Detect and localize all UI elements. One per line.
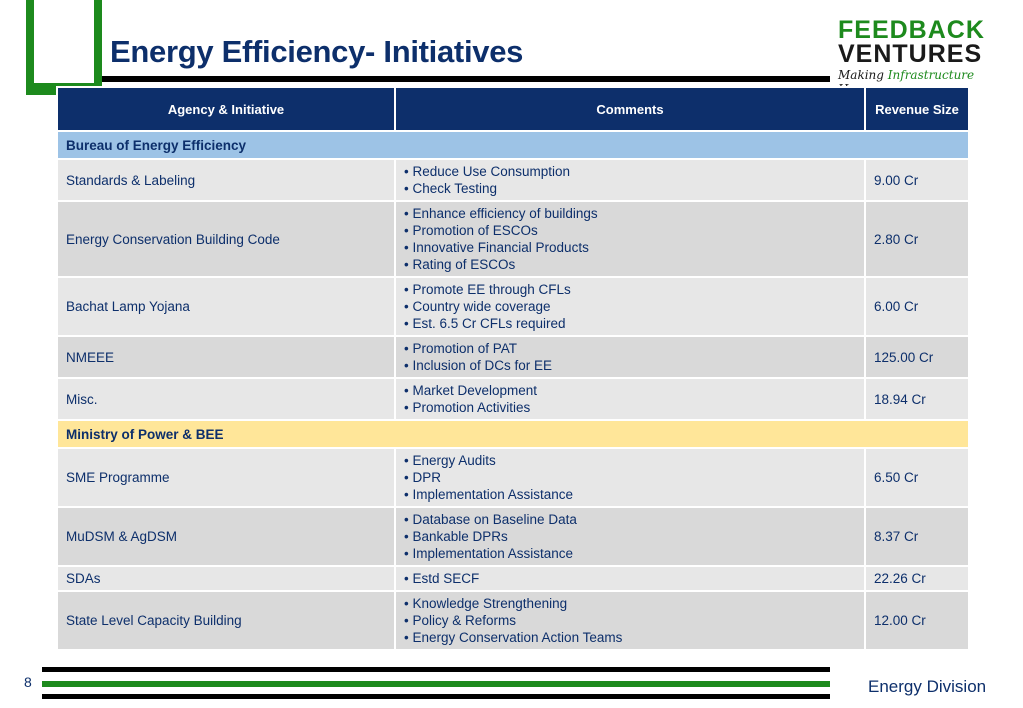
initiative-cell: Standards & Labeling: [56, 158, 396, 202]
comment-bullet: • Promotion Activities: [404, 400, 531, 415]
table-row: Bachat Lamp Yojana • Promote EE through C…: [56, 276, 970, 337]
comment-bullet: • Promotion of ESCOs: [404, 223, 538, 238]
tagline-part-1: Making: [838, 68, 888, 82]
comments-cell: • Enhance efficiency of buildings • Promo…: [394, 200, 866, 278]
footer-rule-green: [42, 681, 830, 687]
revenue-cell: 18.94 Cr: [864, 377, 970, 421]
initiative-cell: Energy Conservation Building Code: [56, 200, 396, 278]
logo-line-2-text: VENTURES: [838, 40, 983, 68]
initiative-cell: SME Programme: [56, 447, 396, 508]
section-row: Ministry of Power & BEE: [56, 419, 970, 449]
revenue-cell: 6.50 Cr: [864, 447, 970, 508]
corner-accent-inner: [34, 0, 94, 83]
table-row: NMEEE • Promotion of PAT • Inclusion of DC…: [56, 335, 970, 379]
comment-bullet: • Policy & Reforms: [404, 613, 517, 628]
comment-bullet: • Check Testing: [404, 181, 498, 196]
table-header-row: Agency & Initiative Comments Revenue Siz…: [56, 86, 970, 132]
footer-division-label: Energy Division: [868, 677, 987, 696]
logo-line-1: FEEDBACK: [838, 16, 1018, 44]
comment-bullet: • Innovative Financial Products: [404, 240, 589, 255]
table-body: Bureau of Energy Efficiency Standards & L…: [56, 130, 970, 651]
initiative-cell: SDAs: [56, 565, 396, 592]
comment-bullet: • Energy Conservation Action Teams: [404, 630, 623, 645]
comment-bullet: • DPR: [404, 470, 441, 485]
comment-bullet: • Implementation Assistance: [404, 546, 574, 561]
comment-bullet: • Energy Audits: [404, 453, 496, 468]
revenue-cell: 6.00 Cr: [864, 276, 970, 337]
comments-cell: • Database on Baseline Data • Bankable DP…: [394, 506, 866, 567]
comments-cell: • Energy Audits • DPR • Implementation Ass…: [394, 447, 866, 508]
revenue-cell: 125.00 Cr: [864, 335, 970, 379]
initiatives-table: Agency & Initiative Comments Revenue Siz…: [56, 86, 970, 651]
header-agency: Agency & Initiative: [56, 86, 396, 132]
revenue-cell: 2.80 Cr: [864, 200, 970, 278]
comment-bullet: • Est. 6.5 Cr CFLs required: [404, 316, 566, 331]
revenue-cell: 8.37 Cr: [864, 506, 970, 567]
initiative-cell: Bachat Lamp Yojana: [56, 276, 396, 337]
corner-accent-block: [26, 0, 102, 95]
comment-bullet: • Inclusion of DCs for EE: [404, 358, 553, 373]
table-row: Standards & Labeling • Reduce Use Consump…: [56, 158, 970, 202]
logo-line-2: VENTURES: [838, 40, 1018, 68]
footer-rule-black-top: [42, 667, 830, 672]
comments-cell: • Market Development • Promotion Activiti…: [394, 377, 866, 421]
revenue-cell: 12.00 Cr: [864, 590, 970, 651]
header-comments: Comments: [394, 86, 866, 132]
comment-bullet: • Promote EE through CFLs: [404, 282, 571, 297]
initiative-cell: NMEEE: [56, 335, 396, 379]
comment-bullet: • Enhance efficiency of buildings: [404, 206, 598, 221]
comments-cell: • Estd SECF: [394, 565, 866, 592]
section-title: Ministry of Power & BEE: [56, 419, 970, 449]
revenue-cell: 9.00 Cr: [864, 158, 970, 202]
comment-bullet: • Market Development: [404, 383, 538, 398]
initiative-cell: State Level Capacity Building: [56, 590, 396, 651]
initiative-cell: MuDSM & AgDSM: [56, 506, 396, 567]
logo-line-1-text: FEEDBACK: [838, 16, 985, 44]
page-number: 8: [24, 674, 32, 690]
comments-cell: • Promote EE through CFLs • Country wide …: [394, 276, 866, 337]
title-underline: [102, 76, 830, 82]
table-row: Energy Conservation Building Code • Enhan…: [56, 200, 970, 278]
comment-bullet: • Promotion of PAT: [404, 341, 518, 356]
comments-cell: • Reduce Use Consumption • Check Testing: [394, 158, 866, 202]
comment-bullet: • Knowledge Strengthening: [404, 596, 568, 611]
section-title: Bureau of Energy Efficiency: [56, 130, 970, 160]
section-row: Bureau of Energy Efficiency: [56, 130, 970, 160]
comments-cell: • Promotion of PAT • Inclusion of DCs for…: [394, 335, 866, 379]
revenue-cell: 22.26 Cr: [864, 565, 970, 592]
comment-bullet: • Bankable DPRs: [404, 529, 508, 544]
comment-bullet: • Rating of ESCOs: [404, 257, 516, 272]
table-row: SDAs • Estd SECF 22.26 Cr: [56, 565, 970, 592]
comment-bullet: • Reduce Use Consumption: [404, 164, 571, 179]
header-revenue: Revenue Size: [864, 86, 970, 132]
table-row: SME Programme • Energy Audits • DPR • Imple…: [56, 447, 970, 508]
table-row: State Level Capacity Building • Knowledge…: [56, 590, 970, 651]
tagline-part-2: Infrastructure: [887, 68, 975, 82]
company-logo: FEEDBACK VENTURES Making Infrastructure …: [838, 16, 1018, 97]
initiative-cell: Misc.: [56, 377, 396, 421]
comment-bullet: • Estd SECF: [404, 571, 480, 586]
comments-cell: • Knowledge Strengthening • Policy & Refo…: [394, 590, 866, 651]
comment-bullet: • Database on Baseline Data: [404, 512, 577, 527]
slide-title: Energy Efficiency- Initiatives: [110, 34, 524, 69]
table-row: Misc. • Market Development • Promotion Act…: [56, 377, 970, 421]
footer-rule-black-bottom: [42, 694, 830, 699]
comment-bullet: • Implementation Assistance: [404, 487, 574, 502]
comment-bullet: • Country wide coverage: [404, 299, 551, 314]
table-row: MuDSM & AgDSM • Database on Baseline Data…: [56, 506, 970, 567]
